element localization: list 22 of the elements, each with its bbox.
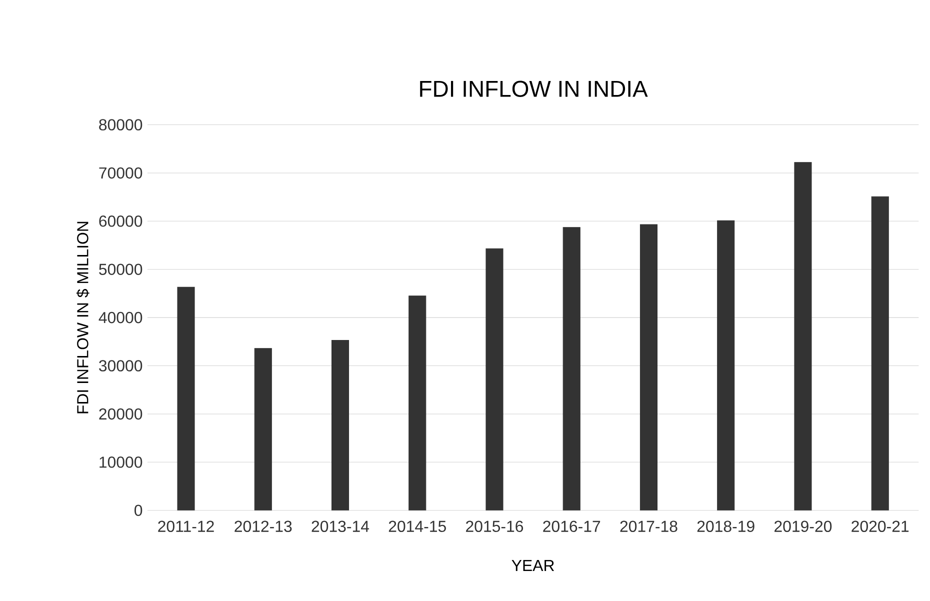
y-tick-label: 40000	[98, 312, 142, 324]
x-tick-label: 2013-14	[312, 520, 370, 532]
x-tick-label: 2019-20	[774, 520, 832, 532]
y-axis-title: FDI INFLOW IN $ MILLION	[76, 222, 90, 414]
x-tick-label: 2014-15	[388, 520, 446, 532]
x-tick-label: 2015-16	[466, 520, 524, 532]
y-tick-label: 50000	[99, 264, 142, 275]
x-tick-label: 2016-17	[543, 520, 600, 532]
x-tick-label: 2018-19	[697, 520, 754, 532]
x-tick-label: 2011-12	[158, 520, 214, 532]
y-tick-label: 70000	[99, 167, 142, 179]
y-tick-label: 20000	[99, 408, 142, 420]
y-tick-label: 0	[134, 504, 142, 516]
x-tick-label: 2017-18	[620, 520, 678, 532]
y-tick-label: 10000	[100, 456, 142, 468]
y-tick-label: 60000	[99, 215, 142, 227]
x-tick-label: 2020-21	[852, 520, 909, 532]
y-tick-label: 30000	[99, 360, 142, 372]
x-tick-label: 2012-13	[234, 520, 292, 532]
y-tick-label: 80000	[99, 119, 142, 130]
chart-title: FDI INFLOW IN INDIA	[420, 80, 648, 97]
x-axis-title: YEAR	[512, 560, 554, 571]
